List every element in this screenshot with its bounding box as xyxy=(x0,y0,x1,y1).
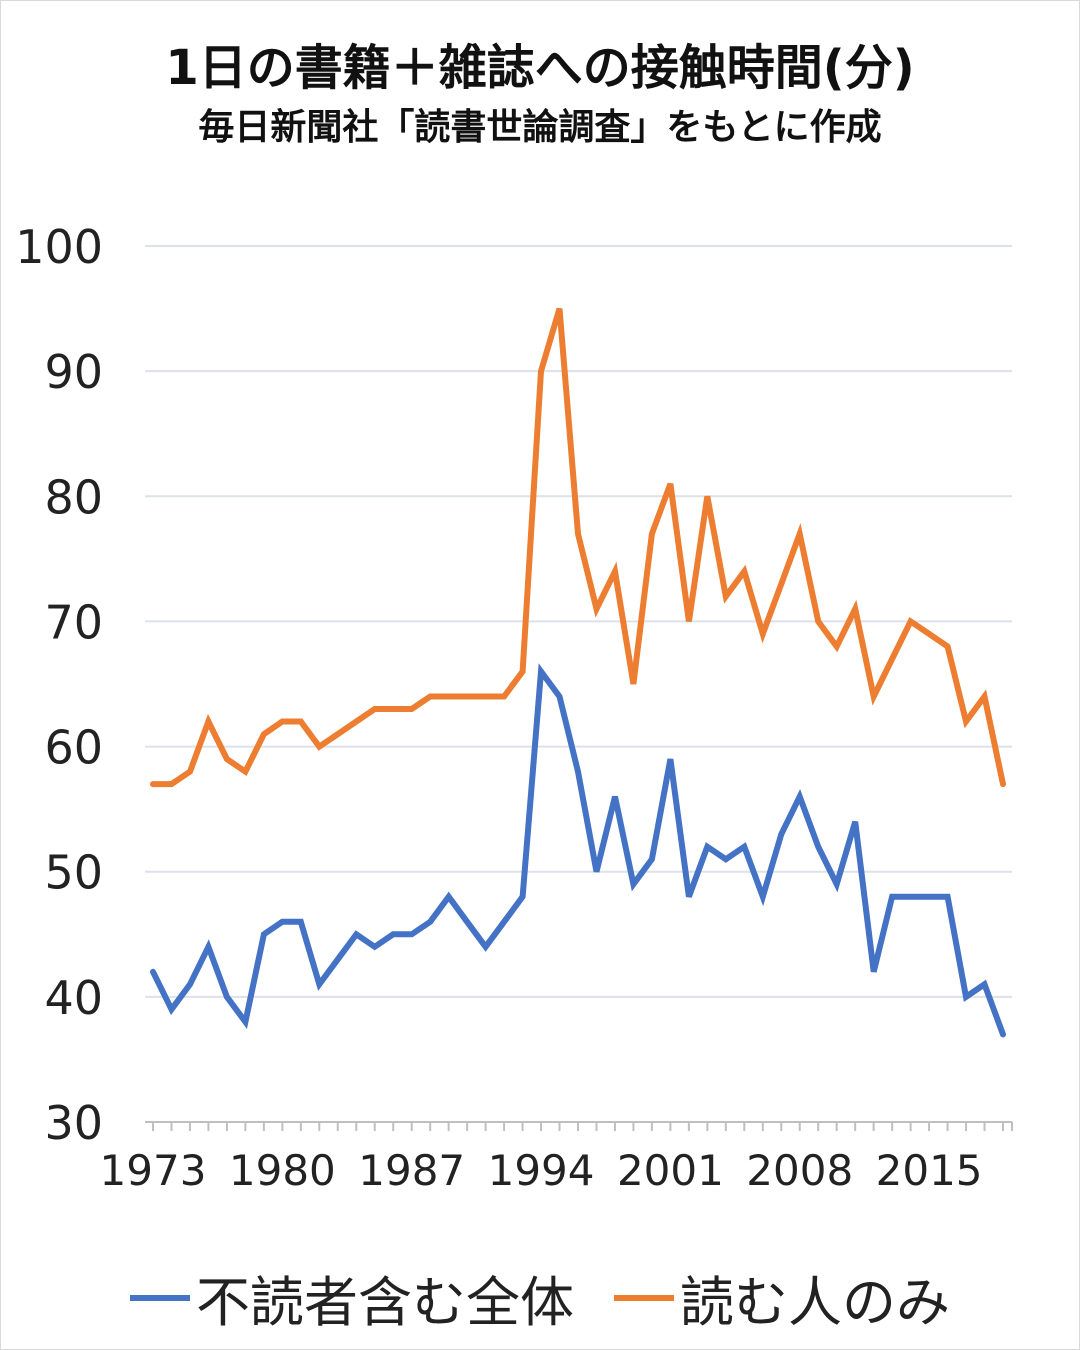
legend-label-all: 不読者含む全体 xyxy=(196,1271,574,1334)
legend-item-readers: 読む人のみ xyxy=(614,1258,950,1337)
legend-label-readers: 読む人のみ xyxy=(680,1271,950,1334)
y-tick-label: 90 xyxy=(44,345,103,399)
x-tick-label: 2001 xyxy=(617,1146,724,1195)
legend: 不読者含む全体 読む人のみ xyxy=(0,1258,1080,1337)
legend-swatch-readers xyxy=(614,1294,674,1301)
y-tick-label: 100 xyxy=(15,220,103,274)
x-tick-label: 1987 xyxy=(358,1146,465,1195)
x-tick-label: 2015 xyxy=(876,1146,983,1195)
x-tick-label: 1980 xyxy=(229,1146,336,1195)
legend-item-all: 不読者含む全体 xyxy=(130,1258,574,1337)
x-tick-label: 1973 xyxy=(100,1146,207,1195)
y-tick-label: 40 xyxy=(44,971,103,1025)
y-tick-label: 80 xyxy=(44,470,103,524)
legend-swatch-all xyxy=(130,1294,190,1301)
y-tick-label: 60 xyxy=(44,721,103,775)
y-tick-label: 70 xyxy=(44,595,103,649)
chart-title: 1日の書籍＋雑誌への接触時間(分) xyxy=(165,40,915,96)
y-tick-label: 50 xyxy=(44,846,103,900)
chart-subtitle: 毎日新聞社「読書世論調査」をもとに作成 xyxy=(198,107,882,148)
x-tick-label: 2008 xyxy=(746,1146,853,1195)
x-tick-label: 1994 xyxy=(488,1146,595,1195)
series-line-readers xyxy=(150,307,1006,788)
y-tick-label: 30 xyxy=(44,1096,103,1150)
